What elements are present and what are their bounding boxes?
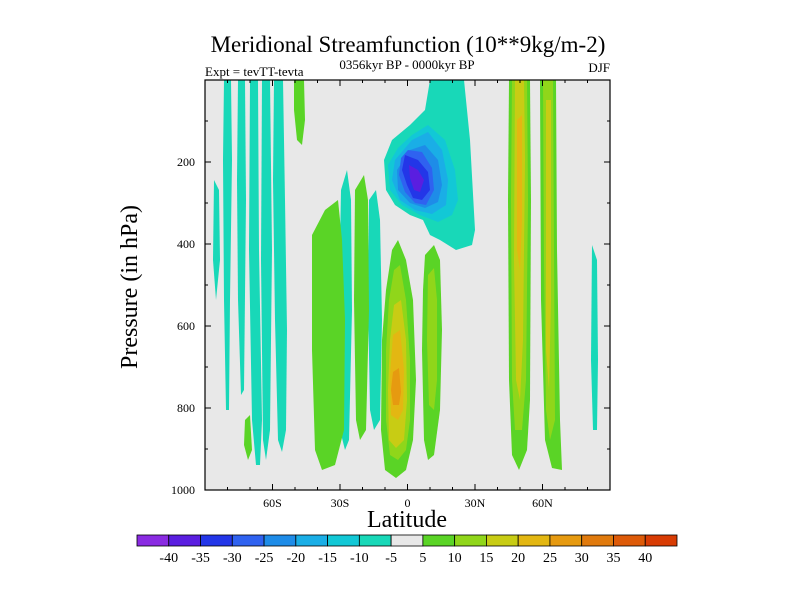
contour-teal-8 [591, 245, 598, 430]
x-tick-label: 60N [532, 496, 553, 510]
x-tick-label: 0 [405, 496, 411, 510]
colorbar-swatch [295, 534, 328, 547]
contour-north-gold-1 [517, 115, 522, 270]
colorbar-label: 15 [479, 551, 493, 566]
colorbar-swatch [454, 534, 487, 547]
colorbar-swatch [358, 534, 392, 547]
colorbar-swatch [327, 534, 360, 547]
contour-north-yellow-2 [546, 100, 551, 390]
y-axis-ticks: 200 400 600 800 1000 [171, 120, 610, 497]
colorbar-swatch [581, 534, 614, 547]
y-tick-label: 600 [177, 319, 195, 333]
colorbar-swatch [136, 534, 170, 547]
colorbar-label: -20 [286, 551, 305, 566]
contour-teal-4 [261, 80, 272, 460]
chart-title: Meridional Streamfunction (10**9kg/m-2) [211, 32, 606, 57]
colorbar-label: 10 [448, 551, 462, 566]
colorbar-swatch [517, 534, 551, 547]
colorbar-label: -10 [350, 551, 369, 566]
colorbar-swatch [231, 534, 265, 547]
season-label: DJF [588, 60, 610, 75]
x-axis-ticks: 60S 30S 0 30N 60N [227, 80, 588, 510]
colorbar-label: -35 [191, 551, 210, 566]
colorbar-label: -25 [255, 551, 274, 566]
y-axis-label: Pressure (in hPa) [117, 205, 143, 369]
colorbar-swatch [486, 534, 519, 547]
y-tick-label: 800 [177, 401, 195, 415]
contour-teal-2 [237, 80, 246, 395]
colorbar-label: -5 [385, 551, 397, 566]
x-tick-label: 60S [263, 496, 282, 510]
contour-fill [213, 80, 598, 478]
contour-center-orange [391, 368, 401, 405]
colorbar-label: -40 [159, 551, 178, 566]
colorbar-swatch [644, 534, 678, 547]
colorbar-label: 35 [606, 551, 620, 566]
colorbar-swatch [422, 534, 456, 547]
x-tick-label: 30S [331, 496, 350, 510]
colorbar-swatch [168, 534, 201, 547]
chart-subtitle: 0356kyr BP - 0000kyr BP [339, 57, 474, 72]
colorbar-label: -15 [318, 551, 337, 566]
colorbar-swatch [263, 534, 297, 547]
colorbar-label: 40 [638, 551, 652, 566]
colorbar-label: -30 [223, 551, 242, 566]
colorbar-label: 5 [419, 551, 426, 566]
colorbar-swatch [549, 534, 583, 547]
contour-teal-7 [368, 190, 382, 430]
y-tick-label: 1000 [171, 483, 195, 497]
contour-neg-indigo [409, 165, 424, 192]
colorbar-label: 30 [575, 551, 589, 566]
colorbar-label: 25 [543, 551, 557, 566]
colorbar-label: 20 [511, 551, 525, 566]
contour-green-3 [354, 175, 369, 440]
y-tick-label: 400 [177, 237, 195, 251]
colorbar-swatch [390, 534, 424, 547]
colorbar-swatch [613, 534, 646, 547]
contour-teal-9 [213, 180, 220, 300]
contour-green-2 [312, 200, 345, 470]
contour-right-lime [427, 268, 437, 410]
colorbar: -40 -35 -30 -25 -20 -15 -10 -5 5 10 15 20 25 30 35 40 [136, 534, 678, 566]
contour-teal-5 [273, 80, 287, 452]
contour-teal-1 [223, 80, 232, 410]
x-axis-label: Latitude [367, 507, 447, 533]
y-tick-label: 200 [177, 155, 195, 169]
colorbar-swatch [200, 534, 233, 547]
contour-teal-3 [249, 80, 262, 465]
contour-green-1 [294, 80, 305, 145]
experiment-label: Expt = tevTT-tevta [205, 64, 304, 79]
x-tick-label: 30N [465, 496, 486, 510]
contour-green-4 [244, 415, 252, 460]
